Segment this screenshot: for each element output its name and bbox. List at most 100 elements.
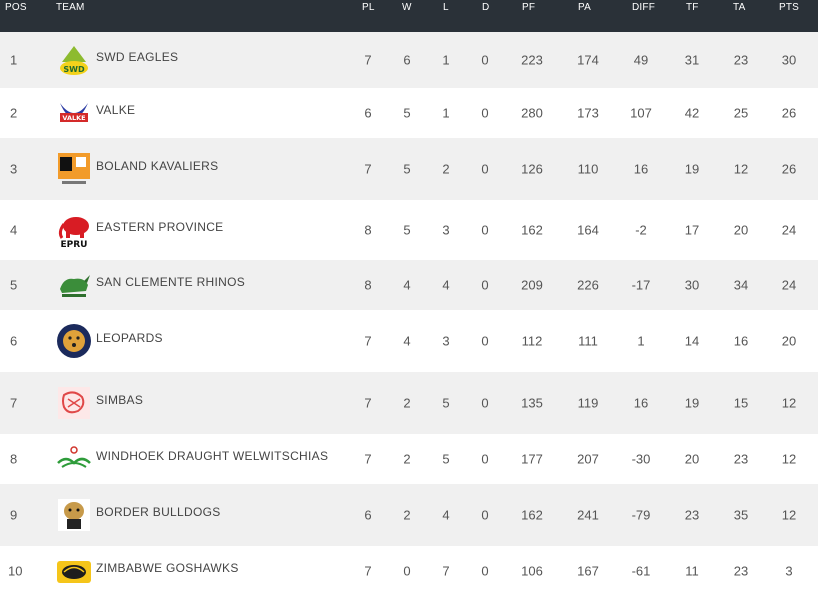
team-name-link[interactable]: SAN CLEMENTE RHINOS [96,275,246,289]
d-cell: 0 [481,507,489,523]
w-cell: 6 [403,52,411,68]
team-name-link[interactable]: ZIMBABWE GOSHAWKS [96,561,239,575]
w-cell: 0 [403,563,411,579]
ta-cell: 15 [733,395,749,411]
table-row[interactable]: 9 BORDER BULLDOGS 6 2 4 0 162 241 -79 23 35 12 [0,484,818,546]
team-name-link[interactable]: EASTERN PROVINCE [96,220,224,234]
ta-cell: 23 [733,52,749,68]
d-cell: 0 [481,395,489,411]
pa-cell: 164 [577,222,599,238]
header-w[interactable]: W [402,2,412,13]
pf-cell: 135 [521,395,543,411]
pa-cell: 173 [577,105,599,121]
pa-cell: 111 [578,333,598,349]
diff-cell: 1 [637,333,645,349]
header-tf[interactable]: TF [686,2,699,13]
pts-cell: 12 [781,395,797,411]
table-row[interactable]: 4 EPRU EASTERN PROVINCE 8 5 3 0 162 164 -2 17 20 24 [0,200,818,260]
table-row[interactable]: 10 ZIMBABWE GOSHAWKS 7 0 7 0 106 167 -61 11 23 3 [0,546,818,596]
boland-kavaliers-logo [56,151,92,187]
position-cell: 8 [10,451,18,467]
tf-cell: 31 [684,52,700,68]
header-team[interactable]: TEAM [56,2,85,13]
san-clemente-rhinos-logo [56,267,92,303]
l-cell: 3 [442,222,450,238]
header-d[interactable]: D [482,2,490,13]
pa-cell: 226 [577,277,599,293]
pa-cell: 174 [577,52,599,68]
pts-cell: 3 [785,563,793,579]
position-cell: 2 [10,105,18,121]
d-cell: 0 [481,105,489,121]
diff-cell: -2 [635,222,647,238]
table-row[interactable]: 6 LEOPARDS 7 4 3 0 112 111 1 14 16 20 [0,310,818,372]
ta-cell: 23 [733,563,749,579]
l-cell: 1 [442,52,450,68]
d-cell: 0 [481,161,489,177]
pts-cell: 26 [781,161,797,177]
pl-cell: 6 [364,507,372,523]
team-name-link[interactable]: LEOPARDS [96,331,163,345]
tf-cell: 11 [685,563,699,579]
team-name-link[interactable]: BOLAND KAVALIERS [96,159,219,173]
pf-cell: 126 [521,161,543,177]
l-cell: 4 [442,277,450,293]
pl-cell: 7 [364,333,372,349]
ta-cell: 34 [733,277,749,293]
team-name-link[interactable]: SWD EAGLES [96,50,179,64]
table-row[interactable]: 7 SIMBAS 7 2 5 0 135 119 16 19 15 12 [0,372,818,434]
d-cell: 0 [481,277,489,293]
valke-logo: VALKE [56,95,92,131]
position-cell: 9 [10,507,18,523]
table-row[interactable]: 5 SAN CLEMENTE RHINOS 8 4 4 0 209 226 -17 30 34 24 [0,260,818,310]
diff-cell: 107 [630,105,652,121]
l-cell: 5 [442,395,450,411]
pf-cell: 177 [521,451,543,467]
pts-cell: 26 [781,105,797,121]
diff-cell: 16 [633,161,649,177]
table-row[interactable]: 8 WINDHOEK DRAUGHT WELWITSCHIAS 7 2 5 0 177 207… [0,434,818,484]
header-pf[interactable]: PF [522,2,536,13]
pl-cell: 8 [364,222,372,238]
table-row[interactable]: 2 VALKE VALKE 6 5 1 0 280 173 107 42 25 26 [0,88,818,138]
pl-cell: 7 [364,161,372,177]
team-name-link[interactable]: VALKE [96,103,136,117]
team-name-link[interactable]: SIMBAS [96,393,144,407]
pf-cell: 209 [521,277,543,293]
tf-cell: 14 [684,333,700,349]
header-diff[interactable]: DIFF [632,2,656,13]
diff-cell: -79 [631,507,651,523]
header-pts[interactable]: PTS [779,2,800,13]
table-row[interactable]: 1 SWD SWD EAGLES 7 6 1 0 223 174 49 31 23 30 [0,32,818,88]
pf-cell: 223 [521,52,543,68]
l-cell: 4 [442,507,450,523]
header-ta[interactable]: TA [733,2,746,13]
d-cell: 0 [481,451,489,467]
pa-cell: 207 [577,451,599,467]
team-name-link[interactable]: BORDER BULLDOGS [96,505,221,519]
w-cell: 2 [403,395,411,411]
pl-cell: 6 [364,105,372,121]
diff-cell: -17 [631,277,651,293]
tf-cell: 20 [684,451,700,467]
ta-cell: 35 [733,507,749,523]
w-cell: 5 [403,161,411,177]
header-l[interactable]: L [443,2,449,13]
header-pos[interactable]: POS [5,2,27,13]
team-name-link[interactable]: WINDHOEK DRAUGHT WELWITSCHIAS [96,449,329,463]
diff-cell: 16 [633,395,649,411]
pf-cell: 280 [521,105,543,121]
l-cell: 2 [442,161,450,177]
zimbabwe-goshawks-logo [56,553,92,589]
d-cell: 0 [481,563,489,579]
table-row[interactable]: 3 BOLAND KAVALIERS 7 5 2 0 126 110 16 19 12 26 [0,138,818,200]
pts-cell: 24 [781,277,797,293]
welwitschias-logo [56,441,92,477]
header-pa[interactable]: PA [578,2,591,13]
ta-cell: 20 [733,222,749,238]
pts-cell: 24 [781,222,797,238]
svg-text:VALKE: VALKE [62,114,85,122]
d-cell: 0 [481,333,489,349]
header-pl[interactable]: PL [362,2,375,13]
leopards-logo [56,323,92,359]
